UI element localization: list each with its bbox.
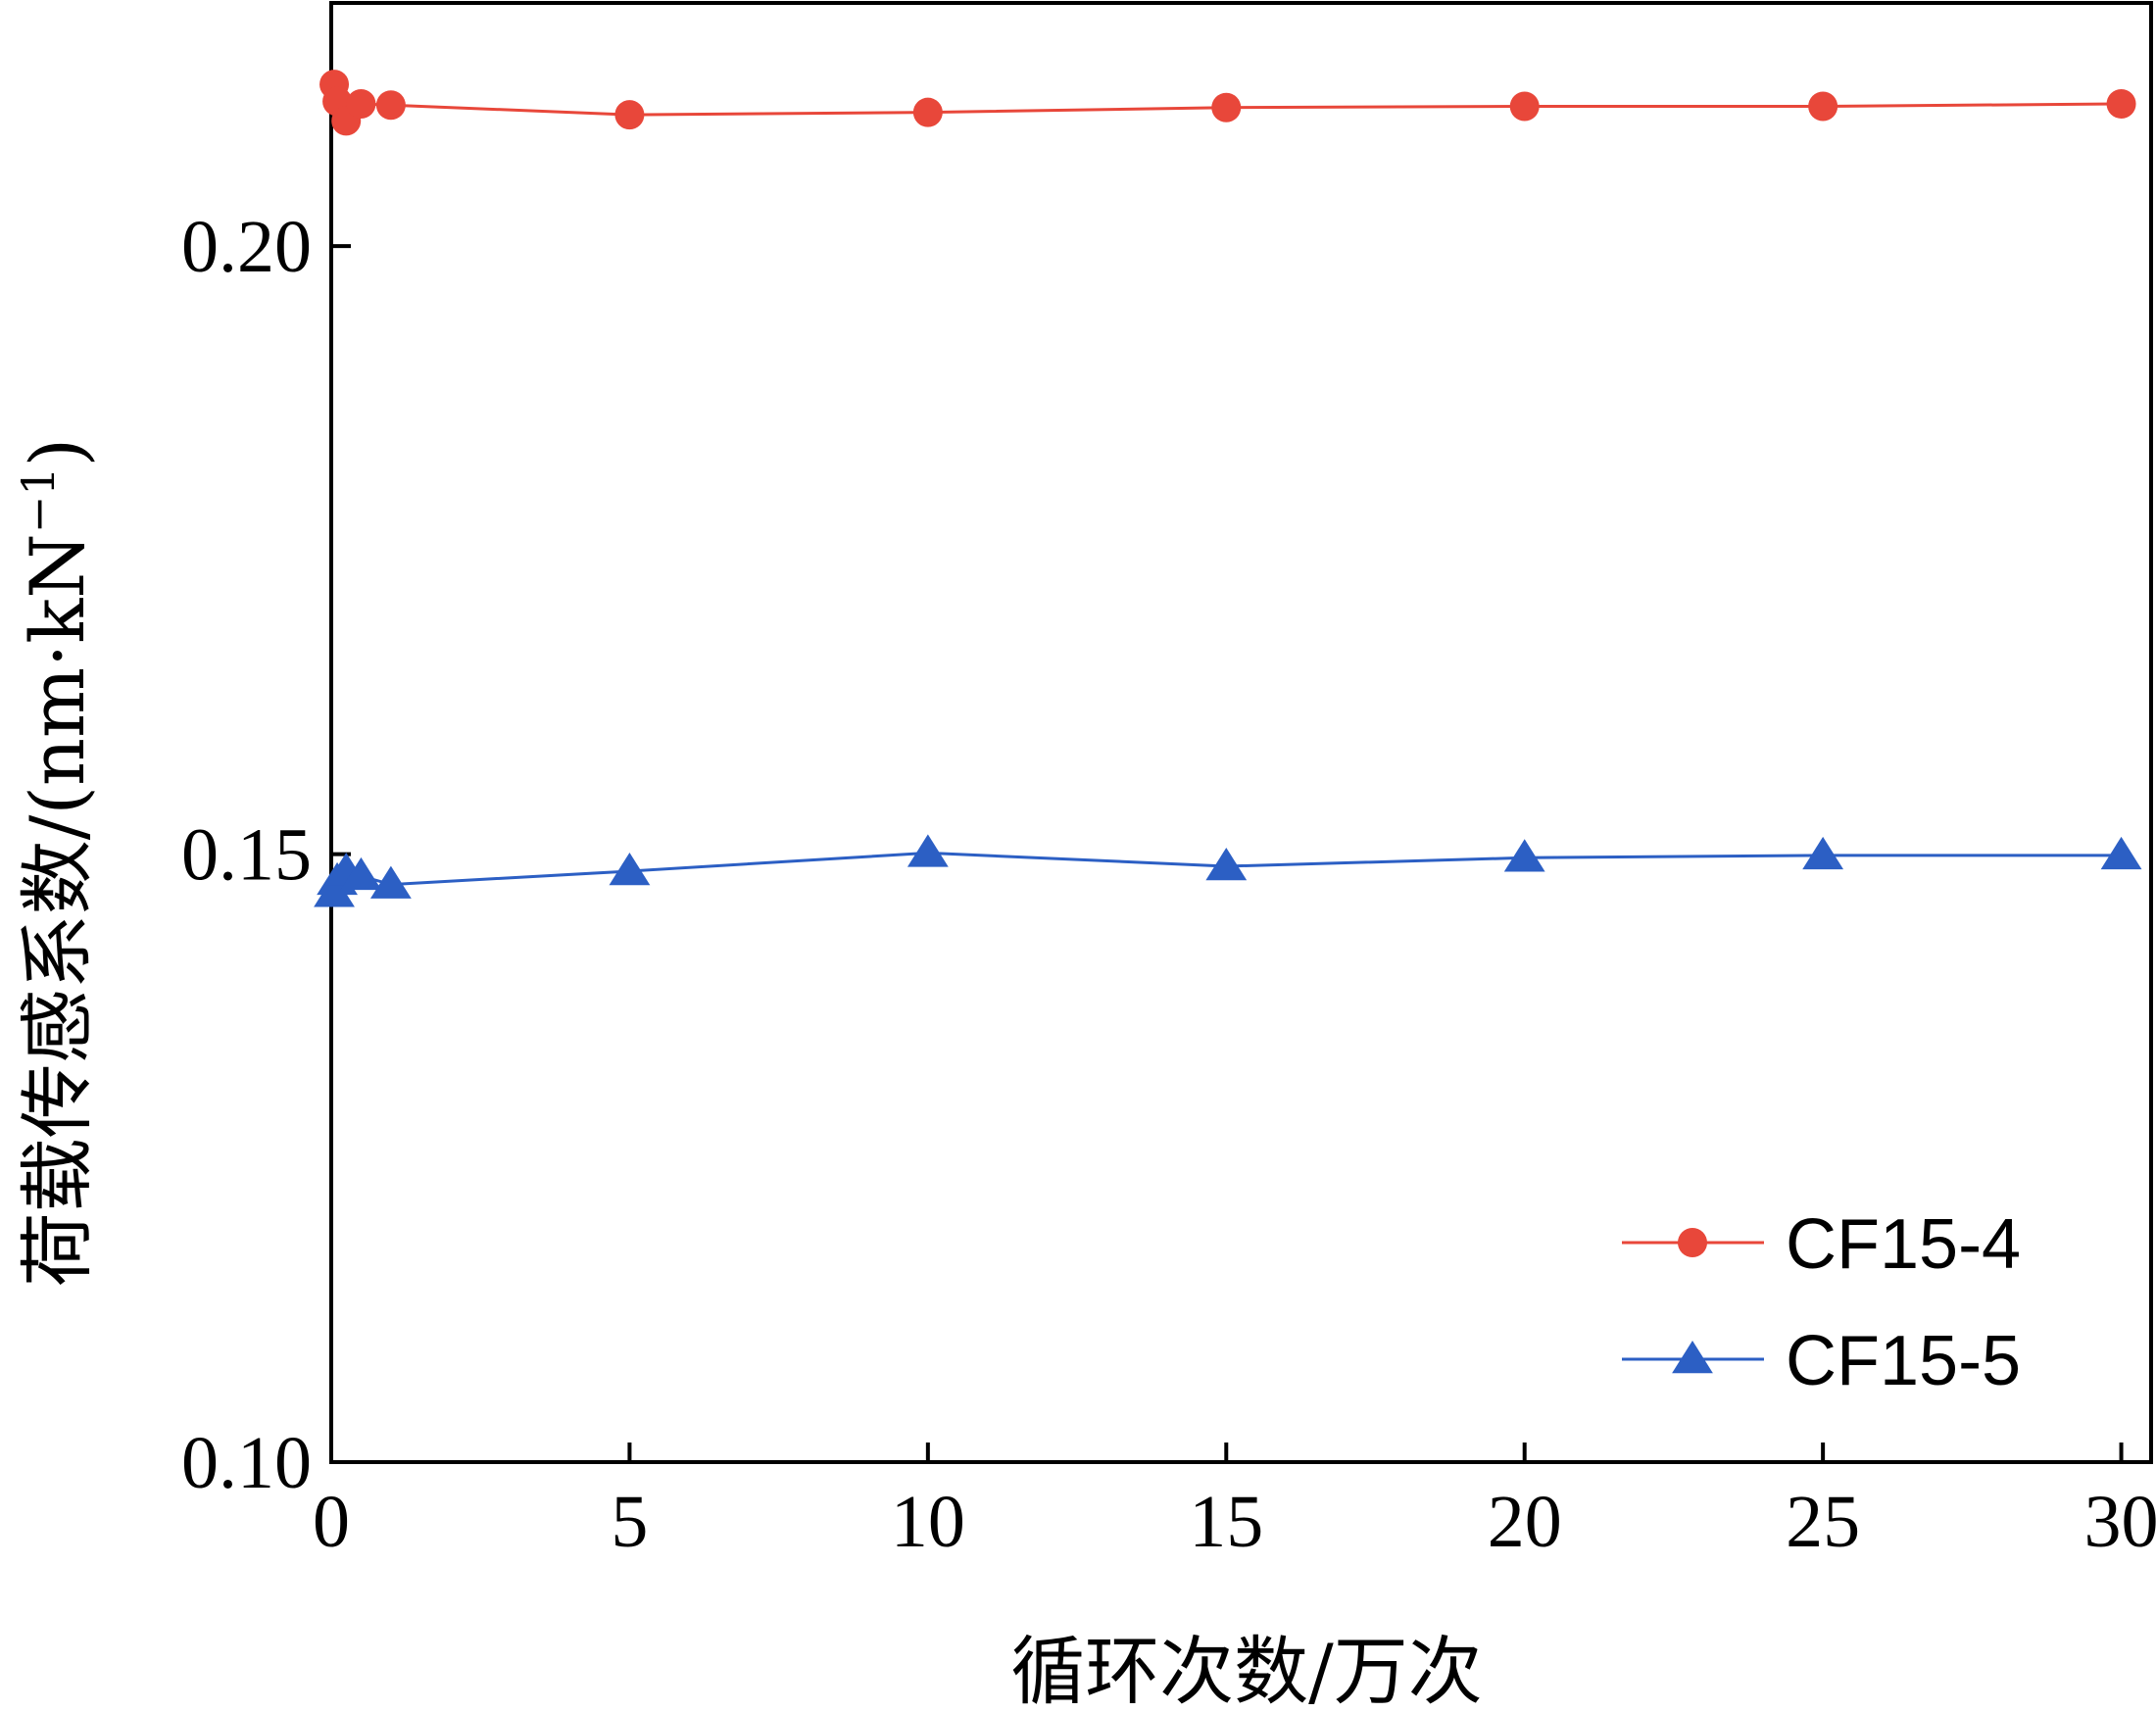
x-tick-label: 0 — [313, 1481, 350, 1563]
data-point — [614, 100, 645, 130]
series-layer — [314, 70, 2142, 907]
x-tick-label: 25 — [1786, 1481, 1860, 1563]
data-point — [369, 865, 412, 899]
x-axis-title: 循环次数/万次 — [1010, 1628, 1483, 1712]
legend-item: CF15-4 — [1622, 1205, 2021, 1284]
data-point — [1509, 91, 1540, 122]
y-axis-title-close: ) — [14, 438, 101, 467]
plot-frame — [329, 1, 2153, 1464]
y-axis-title-main: 荷载传感系数/(nm·kN — [14, 533, 101, 1287]
data-point — [1211, 92, 1242, 122]
legend-marker — [1678, 1228, 1707, 1257]
data-point — [1808, 91, 1838, 122]
data-point — [906, 834, 949, 867]
y-tick-label: 0.10 — [181, 1422, 312, 1504]
data-point — [340, 856, 382, 891]
data-point — [2100, 836, 2142, 870]
x-tick-label: 30 — [2084, 1481, 2156, 1563]
data-point — [1802, 836, 1844, 870]
data-point — [346, 88, 376, 119]
data-point — [1503, 839, 1545, 872]
axes: 0 5 10 15 20 25 30 0.10 0.15 0.20 — [181, 1, 2156, 1563]
y-axis-title: 荷载传感系数/(nm·kN−1) — [12, 438, 101, 1287]
x-tick-label: 5 — [611, 1481, 648, 1563]
y-tick-label: 0.15 — [181, 814, 312, 897]
y-axis-title-sup: −1 — [12, 466, 65, 533]
legend-label: CF15-4 — [1786, 1205, 2021, 1284]
x-tick-label: 10 — [891, 1481, 965, 1563]
data-point — [375, 90, 406, 121]
data-point — [912, 97, 943, 127]
legend-item: CF15-5 — [1622, 1322, 2021, 1400]
series-CF15-5 — [314, 834, 2142, 907]
legend: CF15-4 CF15-5 — [1622, 1205, 2021, 1400]
x-tick-label: 15 — [1189, 1481, 1263, 1563]
x-tick-label: 20 — [1488, 1481, 1562, 1563]
series-CF15-4 — [319, 70, 2136, 136]
data-point — [609, 852, 651, 886]
y-tick-label: 0.20 — [181, 206, 312, 288]
data-point — [2106, 88, 2136, 119]
legend-marker — [1672, 1341, 1713, 1374]
data-point — [1205, 847, 1248, 881]
legend-label: CF15-5 — [1786, 1322, 2021, 1400]
